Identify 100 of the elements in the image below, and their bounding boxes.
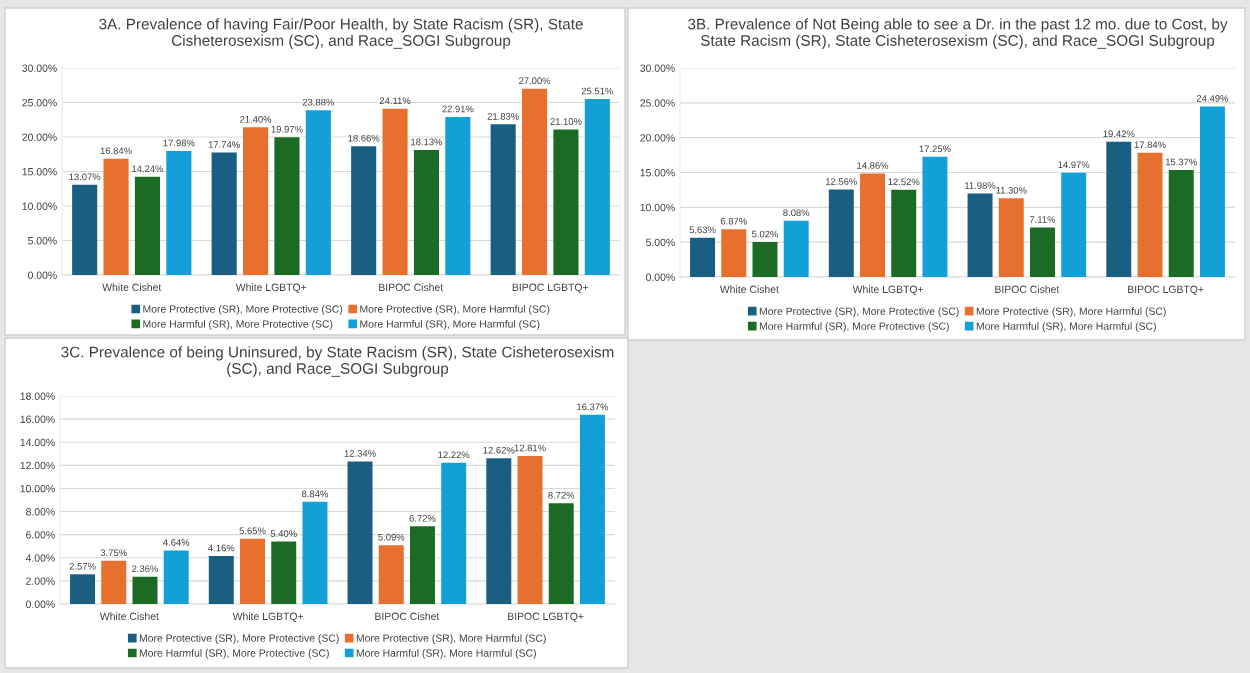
data-label: 6.72% [409,515,436,522]
y-tick-label: 15.00% [640,169,675,177]
x-tick-label: BIPOC Cishet [379,283,444,291]
data-label: 5.09% [378,533,405,541]
data-label: 24.49% [1196,95,1229,102]
x-tick-label: White LGBTQ+ [232,612,304,622]
data-label: 3.75% [100,549,127,557]
y-tick-label: 30.00% [640,64,675,72]
x-tick-label: BIPOC Cishet [375,612,440,620]
chart-title: 3C. Prevalence of being Uninsured, by State Racism (SR), State Cisheterosexism (SC), and Race_SOGI Subgroup [61,346,614,377]
data-label: 16.37% [577,403,609,411]
legend-label: More Protective (SR), More Harmful (SC) [360,305,550,315]
data-label: 12.56% [826,178,857,185]
bar [72,184,98,275]
legend-label: More Harmful (SR), More Harmful (SC) [360,319,540,330]
bar [132,576,158,604]
y-tick-label: 20.00% [640,134,675,142]
bar [522,88,548,275]
bar [1061,172,1087,277]
legend-label: More Harmful (SR), More Protective (SC) [139,649,329,659]
x-tick-label: BIPOC LGBTQ+ [508,612,584,622]
bar [721,229,747,277]
chart-title: 3B. Prevalence of Not Being able to see a Dr. in the past 12 mo. due to Cost, by State Racism (SR), State Cisheterosexism (SC), and Race_SOGI Subgroup [688,18,1228,49]
bar [302,501,328,604]
bar [553,129,579,275]
data-label: 13.07% [69,173,101,181]
data-label: 14.97% [1058,161,1090,169]
y-tick-label: 14.00% [20,438,55,447]
bar [1168,169,1194,277]
bar [413,149,439,275]
bar [1106,141,1132,277]
bar [101,560,127,604]
bar [305,110,331,275]
bar [441,462,467,604]
data-label: 12.62% [483,446,515,454]
bar [271,541,297,604]
data-label: 17.25% [919,145,951,153]
data-label: 12.34% [344,450,376,457]
data-label: 6.87% [720,217,747,225]
data-label: 17.74% [208,141,240,148]
y-tick-label: 0.00% [646,273,675,281]
x-tick-label: White LGBTQ+ [852,285,924,295]
data-label: 21.10% [550,118,582,125]
data-label: 19.42% [1103,130,1135,138]
bar [351,146,377,275]
bar [486,458,512,604]
bar [211,152,237,275]
legend-label: More Protective (SR), More Protective (SC) [759,307,959,317]
data-label: 8.84% [301,490,329,498]
y-tick-label: 25.00% [22,99,57,107]
x-tick-label: White Cishet [102,283,162,291]
bar [274,137,300,275]
bar [967,193,993,277]
data-label: 17.84% [1134,141,1166,149]
y-tick-label: 30.00% [22,64,57,72]
bar [410,526,435,604]
data-label: 12.81% [514,444,546,452]
data-label: 22.91% [442,105,474,113]
y-tick-label: 18.00% [20,392,55,400]
data-label: 14.86% [857,162,889,169]
data-label: 12.52% [888,178,920,186]
legend-label: More Protective (SR), More Protective (SC) [139,634,339,644]
bar [134,176,160,275]
bar [517,455,543,604]
data-label: 14.24% [132,165,164,173]
data-label: 21.83% [487,113,519,120]
chart-title: 3A. Prevalence of having Fair/Poor Health, by State Racism (SR), State Cisheterosexism (SC), and Race_SOGI Subgroup [99,18,583,49]
data-label: 11.30% [996,186,1027,194]
bar [490,124,516,275]
data-label: 5.40% [270,530,297,537]
bar [548,503,574,604]
bar [445,116,471,275]
bar [584,98,610,275]
bar [166,150,192,275]
y-tick-label: 12.00% [20,461,55,470]
bar [828,189,854,277]
data-label: 15.37% [1165,158,1197,166]
y-tick-label: 4.00% [25,554,55,562]
y-tick-label: 6.00% [26,531,55,539]
bar [240,538,265,604]
data-label: 16.84% [100,147,132,155]
bar [163,550,189,604]
bar [579,414,605,604]
bar [690,237,716,277]
y-tick-label: 10.00% [20,484,55,493]
bar [922,156,948,277]
bar [378,545,404,604]
data-label: 4.64% [163,539,190,546]
y-tick-label: 25.00% [640,99,675,107]
bar [347,461,373,604]
y-tick-label: 5.00% [28,237,57,245]
data-label: 4.16% [208,544,235,552]
data-label: 8.72% [548,491,575,499]
data-label: 18.66% [348,134,380,142]
bar [998,198,1024,277]
data-label: 5.63% [689,226,716,234]
x-tick-label: BIPOC LGBTQ+ [1128,285,1204,295]
bar [1199,106,1225,277]
legend-label: More Protective (SR), More Harmful (SC) [976,307,1166,317]
legend-label: More Harmful (SR), More Harmful (SC) [976,322,1156,332]
